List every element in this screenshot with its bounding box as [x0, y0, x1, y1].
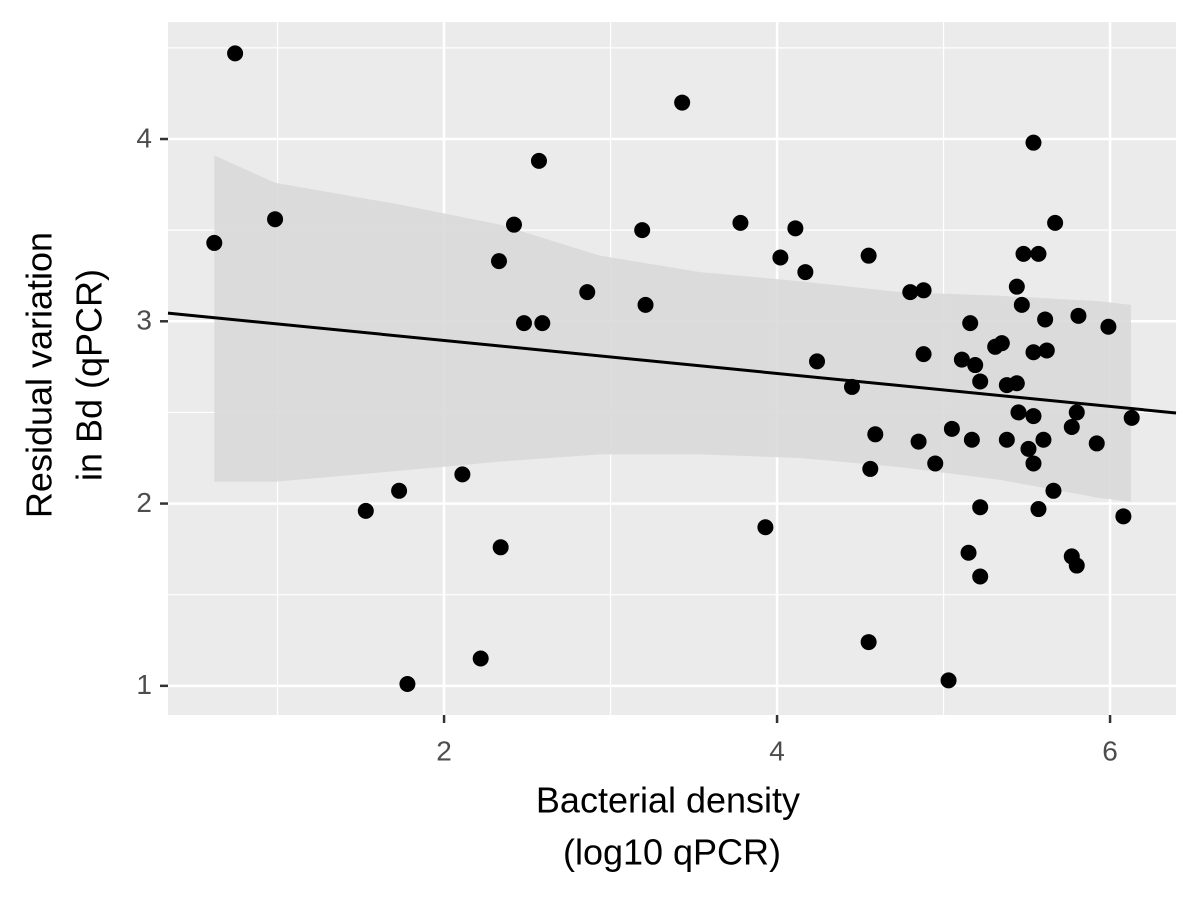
- point: [915, 282, 932, 299]
- point: [1068, 557, 1085, 574]
- y-axis-title: in Bd (qPCR): [69, 269, 110, 481]
- point: [1045, 482, 1062, 499]
- point: [972, 499, 989, 516]
- point: [634, 222, 651, 239]
- point: [1037, 311, 1054, 328]
- point: [757, 519, 774, 536]
- point: [1038, 342, 1055, 359]
- y-tick-label: 4: [136, 122, 152, 153]
- point: [860, 247, 877, 264]
- point: [1063, 419, 1080, 436]
- point: [972, 373, 989, 390]
- point: [1070, 307, 1087, 324]
- point: [967, 357, 984, 374]
- point: [579, 284, 596, 301]
- point: [472, 650, 489, 667]
- point: [1035, 431, 1052, 448]
- point: [953, 351, 970, 368]
- point: [1025, 344, 1042, 361]
- x-axis-title: (log10 qPCR): [563, 832, 781, 873]
- point: [902, 284, 919, 301]
- point: [998, 431, 1015, 448]
- point: [732, 214, 749, 231]
- x-axis-title: Bacterial density: [536, 780, 800, 821]
- point: [1047, 214, 1064, 231]
- point: [1008, 375, 1025, 392]
- point: [674, 94, 691, 111]
- y-tick-label: 3: [136, 305, 152, 336]
- y-tick-label: 2: [136, 487, 152, 518]
- point: [797, 264, 814, 281]
- point: [1088, 435, 1105, 452]
- point: [787, 220, 804, 237]
- point: [399, 676, 416, 693]
- y-tick-label: 1: [136, 669, 152, 700]
- point: [534, 315, 551, 332]
- marks: [167, 45, 1177, 693]
- point: [1015, 245, 1032, 262]
- fit-line: [167, 311, 1177, 415]
- point: [915, 346, 932, 363]
- point: [963, 431, 980, 448]
- point: [491, 253, 508, 270]
- point: [940, 672, 957, 689]
- point: [943, 420, 960, 437]
- point: [960, 544, 977, 561]
- point: [972, 568, 989, 585]
- point: [772, 249, 789, 266]
- point: [862, 460, 879, 477]
- point: [227, 45, 244, 62]
- point: [1020, 440, 1037, 457]
- confidence-band: [214, 155, 1132, 502]
- point: [1008, 278, 1025, 295]
- point: [860, 634, 877, 651]
- point: [867, 426, 884, 443]
- x-tick-label: 6: [1102, 735, 1118, 766]
- point: [1025, 455, 1042, 472]
- point: [910, 433, 927, 450]
- point: [843, 378, 860, 395]
- point: [206, 234, 223, 251]
- x-tick-label: 2: [436, 735, 452, 766]
- point: [454, 466, 471, 483]
- x-tick-label: 4: [769, 735, 785, 766]
- point: [637, 296, 654, 313]
- point: [1115, 508, 1132, 525]
- point: [1025, 134, 1042, 151]
- point: [267, 211, 284, 228]
- point: [1123, 409, 1140, 426]
- point: [1025, 408, 1042, 425]
- point: [1030, 245, 1047, 262]
- point: [505, 216, 522, 233]
- point: [927, 455, 944, 472]
- point: [993, 335, 1010, 352]
- point: [530, 152, 547, 169]
- y-axis-title: Residual variation: [19, 232, 60, 518]
- point: [1030, 501, 1047, 518]
- point: [1010, 404, 1027, 421]
- point: [1068, 404, 1085, 421]
- point: [391, 482, 408, 499]
- point: [1100, 318, 1117, 335]
- point: [492, 539, 509, 556]
- point: [809, 353, 826, 370]
- point: [357, 502, 374, 519]
- point: [515, 315, 532, 332]
- point: [962, 315, 979, 332]
- point: [1013, 296, 1030, 313]
